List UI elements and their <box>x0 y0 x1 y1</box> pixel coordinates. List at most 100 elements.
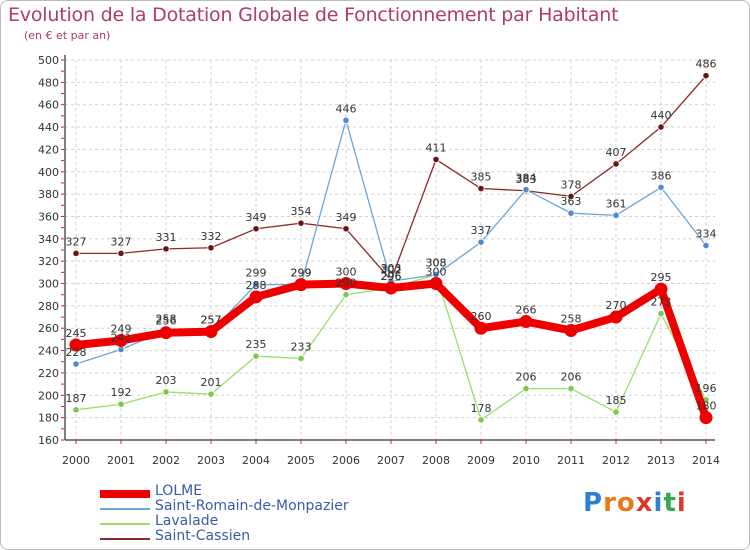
y-tick-label: 420 <box>38 143 59 156</box>
data-label-lavalade: 201 <box>201 376 222 389</box>
data-point-lavalade <box>72 406 80 414</box>
data-label-saint-cassien: 407 <box>606 146 627 159</box>
data-point-saint-romain-de-monpazier <box>72 360 80 368</box>
data-label-lolme: 258 <box>561 312 582 325</box>
y-tick-label: 400 <box>38 166 59 179</box>
data-label-saint-cassien: 303 <box>381 262 402 275</box>
data-label-saint-cassien: 327 <box>111 235 132 248</box>
data-label-lolme: 300 <box>426 266 447 279</box>
y-tick-label: 360 <box>38 210 59 223</box>
x-tick-label: 2010 <box>512 454 540 467</box>
data-point-lavalade <box>522 384 530 393</box>
data-label-lavalade: 290 <box>336 277 357 290</box>
x-tick-label: 2014 <box>692 454 720 467</box>
x-tick-label: 2011 <box>557 454 585 467</box>
data-point-lolme <box>654 282 668 296</box>
data-label-lolme: 299 <box>291 267 312 280</box>
logo-letter: o <box>616 488 636 518</box>
data-point-lavalade <box>207 390 215 398</box>
data-label-saint-cassien: 331 <box>156 231 177 244</box>
data-label-saint-romain-de-monpazier: 299 <box>291 267 312 280</box>
y-tick-label: 320 <box>38 255 59 268</box>
data-point-saint-cassien <box>207 244 215 252</box>
legend-label: LOLME <box>155 483 203 499</box>
data-label-lavalade: 206 <box>561 371 582 384</box>
data-point-lavalade <box>567 384 575 393</box>
legend-swatch <box>100 508 150 510</box>
data-point-saint-romain-de-monpazier <box>252 281 260 289</box>
data-label-saint-romain-de-monpazier: 241 <box>111 331 132 344</box>
data-point-lolme <box>519 315 533 329</box>
data-label-saint-cassien: 383 <box>516 173 537 186</box>
x-tick-label: 2007 <box>377 454 405 467</box>
data-label-saint-romain-de-monpazier: 334 <box>696 228 717 241</box>
data-label-lolme: 266 <box>516 304 537 317</box>
logo-letter: P <box>583 488 604 518</box>
data-point-saint-romain-de-monpazier <box>657 183 665 192</box>
data-point-lolme <box>114 334 128 348</box>
data-point-lavalade <box>117 400 125 408</box>
x-tick-label: 2009 <box>467 454 495 467</box>
legend-label: Lavalade <box>155 513 219 529</box>
logo-letter: i <box>653 488 664 518</box>
data-label-lavalade: 196 <box>696 382 717 395</box>
data-label-saint-romain-de-monpazier: 228 <box>66 346 87 359</box>
y-tick-label: 240 <box>38 345 59 358</box>
data-label-lavalade: 296 <box>381 270 402 283</box>
data-label-lavalade: 233 <box>291 340 312 353</box>
x-tick-label: 2006 <box>332 454 360 467</box>
data-label-lolme: 270 <box>606 299 627 312</box>
data-label-saint-cassien: 332 <box>201 230 222 243</box>
x-tick-label: 2003 <box>197 454 225 467</box>
data-label-lolme: 245 <box>66 327 87 340</box>
data-label-lavalade: 235 <box>246 338 267 351</box>
data-point-lavalade <box>297 354 305 363</box>
y-tick-label: 260 <box>38 322 59 335</box>
data-label-saint-romain-de-monpazier: 258 <box>156 312 177 325</box>
data-label-saint-romain-de-monpazier: 361 <box>606 197 627 210</box>
data-label-lolme: 296 <box>381 270 402 283</box>
y-tick-label: 500 <box>38 54 59 67</box>
data-label-lavalade: 273 <box>651 296 672 309</box>
logo-letter: t <box>663 488 677 518</box>
data-point-lavalade <box>162 388 170 396</box>
data-point-saint-cassien <box>162 245 170 253</box>
data-point-lavalade <box>252 352 260 360</box>
data-point-saint-romain-de-monpazier <box>117 345 125 354</box>
data-label-lavalade: 203 <box>156 374 177 387</box>
data-point-saint-romain-de-monpazier <box>477 238 485 246</box>
data-label-lavalade: 206 <box>516 371 537 384</box>
data-label-saint-cassien: 411 <box>426 141 447 154</box>
data-point-lavalade <box>657 310 665 318</box>
logo-letter: r <box>603 488 617 518</box>
data-point-lolme <box>159 326 173 340</box>
data-label-saint-romain-de-monpazier: 384 <box>516 172 537 185</box>
series-line-saint-cassien <box>75 74 707 281</box>
data-point-saint-romain-de-monpazier <box>342 116 350 124</box>
data-label-lavalade: 178 <box>471 402 492 415</box>
data-point-lolme <box>204 325 218 339</box>
legend-swatch <box>100 538 150 540</box>
chart-title: Evolution de la Dotation Globale de Fonc… <box>8 4 619 26</box>
data-point-saint-cassien <box>72 249 80 257</box>
data-label-lolme: 180 <box>696 400 717 413</box>
y-tick-label: 300 <box>38 278 59 291</box>
data-point-saint-romain-de-monpazier <box>567 209 575 217</box>
data-label-lolme: 256 <box>156 315 177 328</box>
x-tick-label: 2001 <box>107 454 135 467</box>
y-tick-label: 220 <box>38 367 59 380</box>
data-label-saint-cassien: 486 <box>696 58 717 71</box>
data-point-lolme <box>339 277 353 291</box>
x-tick-label: 2012 <box>602 454 630 467</box>
data-label-saint-cassien: 385 <box>471 171 492 184</box>
data-point-lolme <box>69 338 83 352</box>
data-label-saint-cassien: 349 <box>246 211 267 224</box>
data-label-saint-romain-de-monpazier: 257 <box>201 314 222 327</box>
data-label-lavalade: 308 <box>426 257 447 270</box>
y-tick-label: 440 <box>38 121 59 134</box>
data-point-saint-cassien <box>657 123 665 131</box>
logo-letter: x <box>635 488 654 518</box>
data-point-lolme <box>429 277 443 291</box>
